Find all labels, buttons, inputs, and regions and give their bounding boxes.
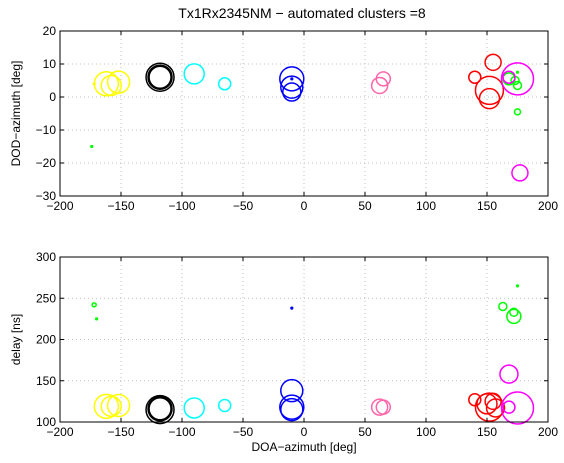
data-point [515, 284, 520, 288]
x-tick-label: 100 [416, 425, 436, 439]
data-point [282, 82, 302, 102]
data-point [500, 62, 535, 96]
x-tick-label: 150 [477, 199, 497, 213]
y-tick-label: 100 [36, 415, 56, 429]
x-tick-label: 50 [358, 425, 372, 439]
data-point [279, 394, 305, 420]
data-point [502, 400, 516, 414]
y-tick-label: 200 [36, 333, 56, 347]
x-tick-label: 100 [416, 199, 436, 213]
data-point [511, 164, 529, 182]
plot-area [60, 31, 548, 196]
x-tick-label: 0 [301, 425, 308, 439]
data-point [500, 391, 535, 425]
y-tick-label: 150 [36, 374, 56, 388]
data-point [183, 397, 205, 419]
data-point [484, 53, 502, 72]
data-point [474, 75, 505, 106]
data-point [145, 62, 175, 92]
data-point [485, 398, 506, 418]
data-point [478, 87, 501, 110]
data-point [512, 80, 523, 91]
data-point [106, 70, 131, 94]
data-point [375, 399, 392, 415]
x-tick-label: −200 [46, 425, 73, 439]
y-tick-label: −20 [36, 156, 57, 170]
data-point [90, 144, 94, 149]
data-point [280, 75, 304, 99]
x-tick-label: −100 [168, 425, 195, 439]
data-point [476, 393, 498, 415]
x-tick-label: 0 [301, 199, 308, 213]
x-tick-label: −150 [107, 425, 134, 439]
data-point [145, 394, 175, 425]
data-point [217, 398, 232, 413]
data-point [502, 70, 516, 84]
data-point [499, 364, 519, 384]
y-tick-label: 250 [36, 291, 56, 305]
y-tick-label: 10 [43, 57, 57, 71]
data-point [91, 302, 97, 308]
data-point [93, 393, 120, 420]
x-tick-label: −100 [168, 199, 195, 213]
x-tick-label: −200 [46, 199, 73, 213]
x-tick-label: 50 [358, 199, 372, 213]
data-point [468, 70, 482, 84]
data-point [279, 66, 305, 92]
x-axis-label: DOA−azimuth [deg] [251, 440, 356, 454]
top-plot: −200 −150 −100 −50 0 50 100 150 200−30−20−100102… [9, 24, 558, 213]
y-tick-label: 300 [36, 250, 56, 264]
x-tick-label: −150 [107, 199, 134, 213]
data-point [290, 77, 294, 81]
data-point [280, 397, 304, 422]
x-tick-label: 200 [538, 199, 558, 213]
data-point [147, 396, 173, 422]
chart-title: Tx1Rx2345NM − automated clusters =8 [178, 5, 426, 21]
x-tick-label: 200 [538, 425, 558, 439]
data-point [513, 108, 522, 116]
data-point [93, 71, 120, 97]
data-point [147, 64, 173, 90]
data-point [95, 317, 99, 321]
x-tick-label: −50 [233, 199, 254, 213]
data-point [509, 307, 519, 318]
y-axis-label: DOD−azimuth [deg] [9, 61, 23, 167]
data-point [148, 397, 172, 421]
y-tick-label: −10 [36, 123, 57, 137]
y-axis-label: delay [ns] [9, 314, 23, 365]
x-tick-label: −50 [233, 425, 254, 439]
bottom-plot: −200 −150 −100 −50 0 50 100 150 200 100 150 200 250 3… [9, 250, 558, 454]
data-point [100, 74, 122, 97]
data-point [506, 308, 522, 325]
y-tick-label: 0 [49, 90, 56, 104]
data-point [515, 70, 520, 74]
data-point [183, 63, 205, 85]
data-point [498, 301, 508, 312]
data-point [217, 77, 232, 91]
x-tick-label: 150 [477, 425, 497, 439]
data-point [370, 398, 389, 416]
data-point [290, 306, 294, 310]
data-point [148, 65, 172, 89]
y-tick-label: −30 [36, 189, 57, 203]
data-point [106, 393, 131, 418]
data-point [280, 378, 304, 403]
data-point [370, 76, 389, 95]
y-tick-label: 20 [43, 24, 57, 38]
